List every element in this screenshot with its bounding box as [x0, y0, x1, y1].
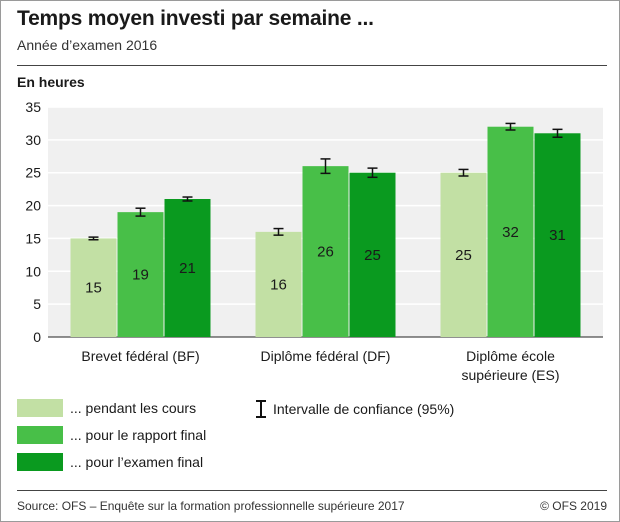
top-rule — [17, 65, 607, 66]
bar — [70, 238, 117, 337]
data-label: 16 — [270, 276, 287, 293]
legend-label: ... pendant les cours — [70, 400, 197, 416]
bar — [487, 126, 534, 337]
bar — [349, 172, 396, 337]
x-tick-label: supérieure (ES) — [461, 367, 559, 383]
x-tick-label: Diplôme école — [466, 348, 555, 364]
y-tick-label: 0 — [33, 329, 41, 345]
data-label: 25 — [455, 247, 472, 264]
legend-swatch — [17, 399, 63, 417]
bar — [534, 133, 581, 337]
bar — [440, 172, 487, 337]
data-label: 15 — [85, 280, 102, 297]
y-tick-label: 30 — [25, 132, 41, 148]
chart-subtitle: Année d’examen 2016 — [17, 37, 158, 53]
x-tick-label: Brevet fédéral (BF) — [81, 348, 199, 364]
bottom-rule — [17, 490, 607, 491]
data-label: 31 — [549, 227, 566, 244]
legend-label: ... pour l’examen final — [70, 454, 204, 470]
confidence-legend-label: Intervalle de confiance (95%) — [273, 401, 455, 417]
data-label: 19 — [132, 267, 149, 284]
legend-swatch — [17, 453, 63, 471]
y-tick-label: 5 — [33, 296, 41, 312]
data-label: 21 — [179, 260, 196, 277]
confidence-interval-icon — [256, 400, 266, 418]
data-label: 25 — [364, 247, 381, 264]
y-tick-label: 20 — [25, 198, 41, 214]
legend-swatch — [17, 426, 63, 444]
y-tick-label: 35 — [25, 99, 41, 115]
bar — [302, 166, 349, 337]
y-tick-label: 25 — [25, 165, 41, 181]
bar — [255, 231, 302, 337]
chart-title: Temps moyen investi par semaine ... — [17, 7, 374, 30]
bar — [117, 212, 164, 337]
copyright: © OFS 2019 — [540, 499, 607, 513]
y-tick-label: 15 — [25, 230, 41, 246]
bar — [164, 199, 211, 337]
legend-label: ... pour le rapport final — [70, 427, 207, 443]
data-label: 26 — [317, 244, 334, 261]
data-label: 32 — [502, 224, 519, 241]
source-note: Source: OFS – Enquête sur la formation p… — [17, 499, 405, 513]
y-tick-label: 10 — [25, 263, 41, 279]
x-tick-label: Diplôme fédéral (DF) — [261, 348, 391, 364]
y-axis-label: En heures — [17, 74, 85, 90]
